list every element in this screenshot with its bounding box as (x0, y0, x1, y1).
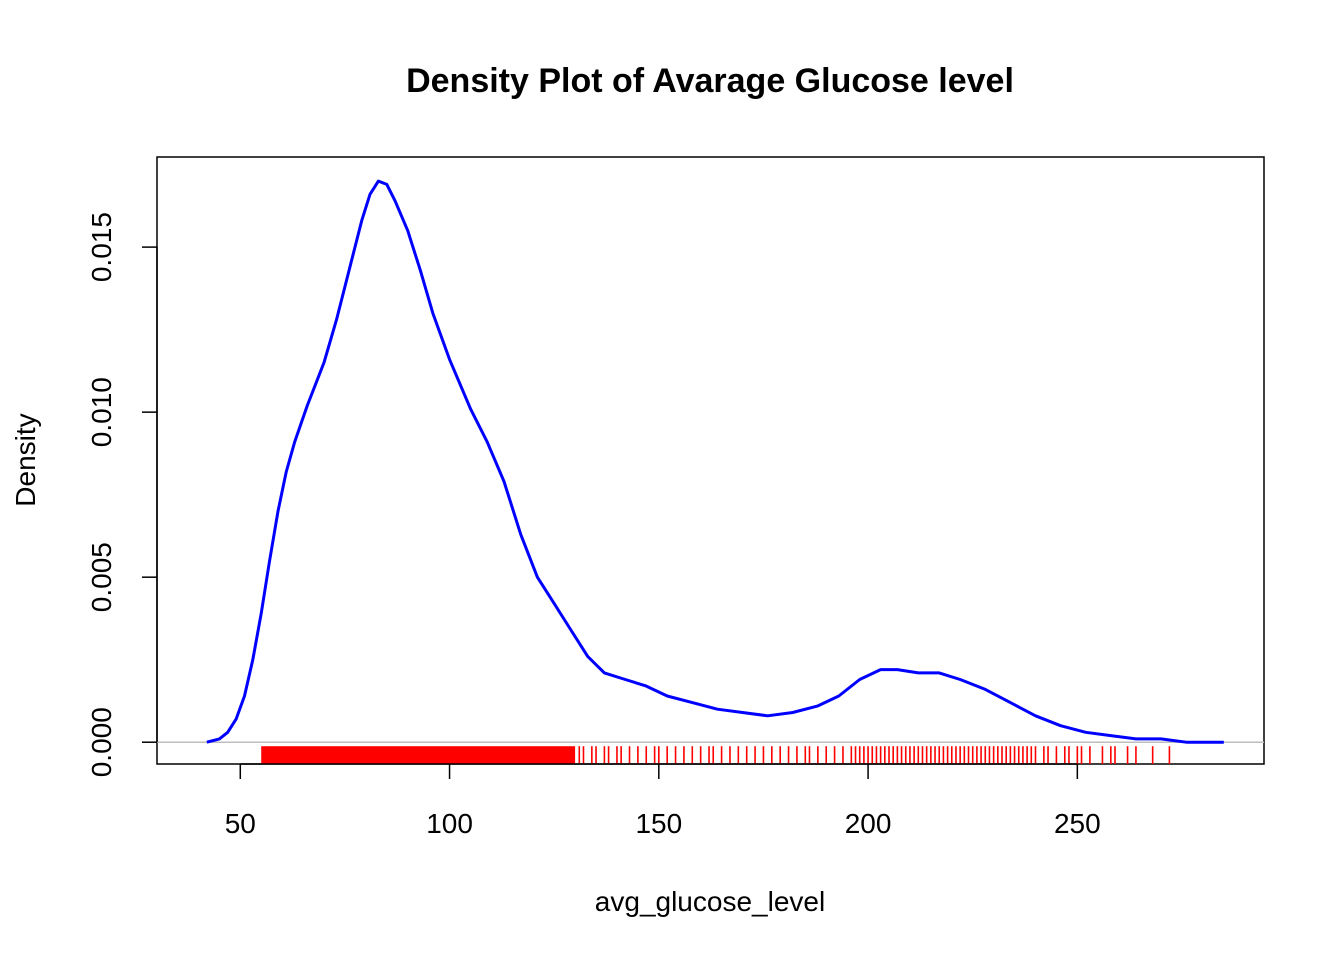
y-axis-label: Density (10, 413, 41, 506)
y-tick-label: 0.005 (86, 542, 117, 612)
plot-frame (156, 156, 1265, 765)
y-tick-label: 0.010 (86, 377, 117, 447)
x-tick-label: 250 (1054, 808, 1101, 839)
x-tick-label: 150 (635, 808, 682, 839)
chart-title: Density Plot of Avarage Glucose level (406, 62, 1014, 100)
y-axis: 0.000 0.005 0.010 0.015 (86, 212, 158, 777)
x-axis-label: avg_glucose_level (595, 886, 825, 917)
x-tick-label: 100 (426, 808, 473, 839)
rug-marks (261, 746, 1171, 764)
y-tick-label: 0.015 (86, 212, 117, 282)
rug-dense-band (261, 746, 576, 764)
x-axis: 50 100 150 200 250 (225, 763, 1101, 839)
y-tick-label: 0.000 (86, 707, 117, 777)
x-tick-label: 50 (225, 808, 256, 839)
x-tick-label: 200 (845, 808, 892, 839)
density-curve (206, 179, 1224, 744)
